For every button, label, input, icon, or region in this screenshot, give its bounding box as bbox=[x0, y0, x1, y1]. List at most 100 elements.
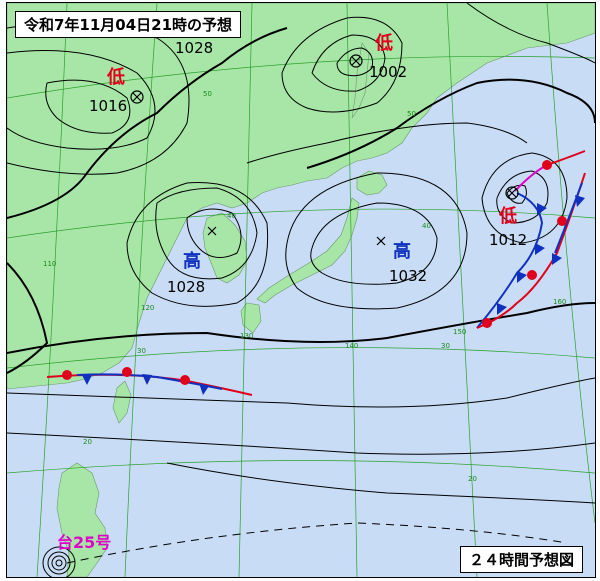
land-hokkaido bbox=[356, 170, 388, 196]
warm-front-semicircle bbox=[62, 370, 72, 380]
low-center-marker bbox=[505, 186, 519, 200]
meridian-160 bbox=[546, 3, 595, 524]
typhoon-ring bbox=[47, 551, 71, 575]
typhoon-ring bbox=[51, 555, 67, 571]
map-title: 令和7年11月04日21時の予想 bbox=[15, 11, 242, 38]
isobar bbox=[126, 182, 269, 307]
latitude-label: 20 bbox=[83, 438, 92, 446]
isobar bbox=[7, 50, 156, 150]
isobar bbox=[246, 122, 528, 164]
cold-front-triangle bbox=[535, 243, 545, 255]
latitude-label: 30 bbox=[137, 347, 146, 355]
isobar bbox=[7, 432, 595, 455]
isobar bbox=[310, 202, 438, 285]
warm-front-semicircle bbox=[180, 375, 190, 385]
low-pressure-value: 1002 bbox=[369, 63, 408, 81]
latitude-label: 50 bbox=[407, 110, 416, 118]
low-center-marker bbox=[130, 90, 144, 104]
isobar bbox=[496, 170, 549, 224]
land-philippines bbox=[56, 462, 108, 577]
isobar bbox=[281, 16, 403, 113]
isobar-label: 1028 bbox=[175, 39, 214, 57]
high-center-marker bbox=[207, 226, 217, 236]
longitude-label: 160 bbox=[553, 298, 567, 306]
isobar-bold bbox=[7, 262, 49, 374]
typhoon-label: 台25号 bbox=[57, 533, 112, 552]
parallel-20 bbox=[7, 460, 595, 474]
meridian-150 bbox=[446, 3, 478, 577]
longitude-label: 120 bbox=[141, 304, 155, 312]
cold-front-triangle bbox=[575, 195, 585, 207]
forecast-caption: ２４時間予想図 bbox=[459, 546, 583, 573]
warm-front-semicircle bbox=[542, 160, 552, 170]
latitude-label: 30 bbox=[441, 342, 450, 350]
warm-front-semicircle bbox=[527, 270, 537, 280]
high-pressure-label: 高 bbox=[183, 251, 201, 272]
meridian-140 bbox=[346, 3, 358, 577]
latitude-label: 40 bbox=[227, 212, 236, 220]
low-center-marker bbox=[349, 54, 363, 68]
isobar bbox=[336, 47, 373, 77]
cold-front-triangle bbox=[142, 374, 152, 385]
cold-front-triangle bbox=[497, 303, 507, 315]
longitude-label: 130 bbox=[240, 332, 254, 340]
cold-front-triangle bbox=[552, 253, 562, 265]
isobar bbox=[7, 377, 595, 408]
low-pressure-label: 低 bbox=[375, 33, 393, 54]
high-pressure-value: 1032 bbox=[389, 267, 428, 285]
warm-front-semicircle bbox=[122, 367, 132, 377]
meridian-130 bbox=[238, 3, 253, 577]
typhoon-ring bbox=[55, 559, 63, 567]
meridian-120 bbox=[124, 3, 158, 577]
isobar bbox=[481, 152, 568, 244]
high-pressure-value: 1028 bbox=[167, 278, 206, 296]
isobar-bold bbox=[7, 302, 595, 354]
latitude-label: 20 bbox=[468, 475, 477, 483]
parallel-50 bbox=[7, 55, 595, 99]
isobar bbox=[285, 172, 468, 310]
cold-front-triangle bbox=[199, 383, 209, 395]
isobars bbox=[7, 3, 595, 564]
land-honshu bbox=[256, 197, 360, 304]
isobar bbox=[166, 462, 595, 504]
warm-front bbox=[546, 150, 586, 166]
land-taiwan bbox=[112, 380, 132, 424]
isobar-bold bbox=[7, 27, 288, 219]
isobar-bold bbox=[306, 78, 595, 169]
longitude-label: 110 bbox=[43, 260, 57, 268]
lat-lon-grid bbox=[7, 3, 595, 577]
typhoon-ring bbox=[42, 546, 76, 577]
fronts bbox=[46, 150, 586, 396]
latitude-label: 50 bbox=[203, 90, 212, 98]
typhoon-rings bbox=[42, 546, 76, 577]
high-pressure-label: 高 bbox=[393, 241, 411, 262]
parallel-30 bbox=[7, 347, 595, 369]
latitude-label: 40 bbox=[422, 222, 431, 230]
isobar bbox=[155, 187, 258, 280]
cold-front-triangle bbox=[82, 375, 92, 385]
warm-front-semicircle bbox=[482, 318, 492, 328]
isobar-dashed bbox=[66, 522, 568, 564]
warm-front-semicircle bbox=[557, 216, 567, 226]
low-pressure-value: 1012 bbox=[489, 231, 528, 249]
parallel-40 bbox=[7, 208, 595, 239]
low-pressure-label: 低 bbox=[499, 206, 517, 227]
isobar bbox=[466, 3, 595, 64]
weather-map-canvas bbox=[7, 3, 595, 577]
cold-front-triangle bbox=[517, 271, 527, 283]
meridian-110 bbox=[36, 3, 68, 577]
cold-front-triangle bbox=[537, 203, 547, 215]
isobar bbox=[506, 184, 527, 204]
isobar bbox=[186, 208, 242, 258]
cold-front bbox=[476, 192, 544, 329]
high-center-marker bbox=[376, 236, 386, 246]
center-markers bbox=[130, 54, 519, 246]
longitude-label: 150 bbox=[453, 328, 467, 336]
isobar bbox=[311, 34, 386, 92]
longitude-label: 140 bbox=[345, 342, 359, 350]
low-pressure-value: 1016 bbox=[89, 97, 128, 115]
land-kyushu bbox=[240, 302, 262, 334]
land-korea bbox=[202, 212, 248, 284]
low-pressure-label: 低 bbox=[107, 67, 125, 88]
weather-map: 令和7年11月04日21時の予想 1028 低 1016 低 1002 高 10… bbox=[6, 2, 596, 578]
